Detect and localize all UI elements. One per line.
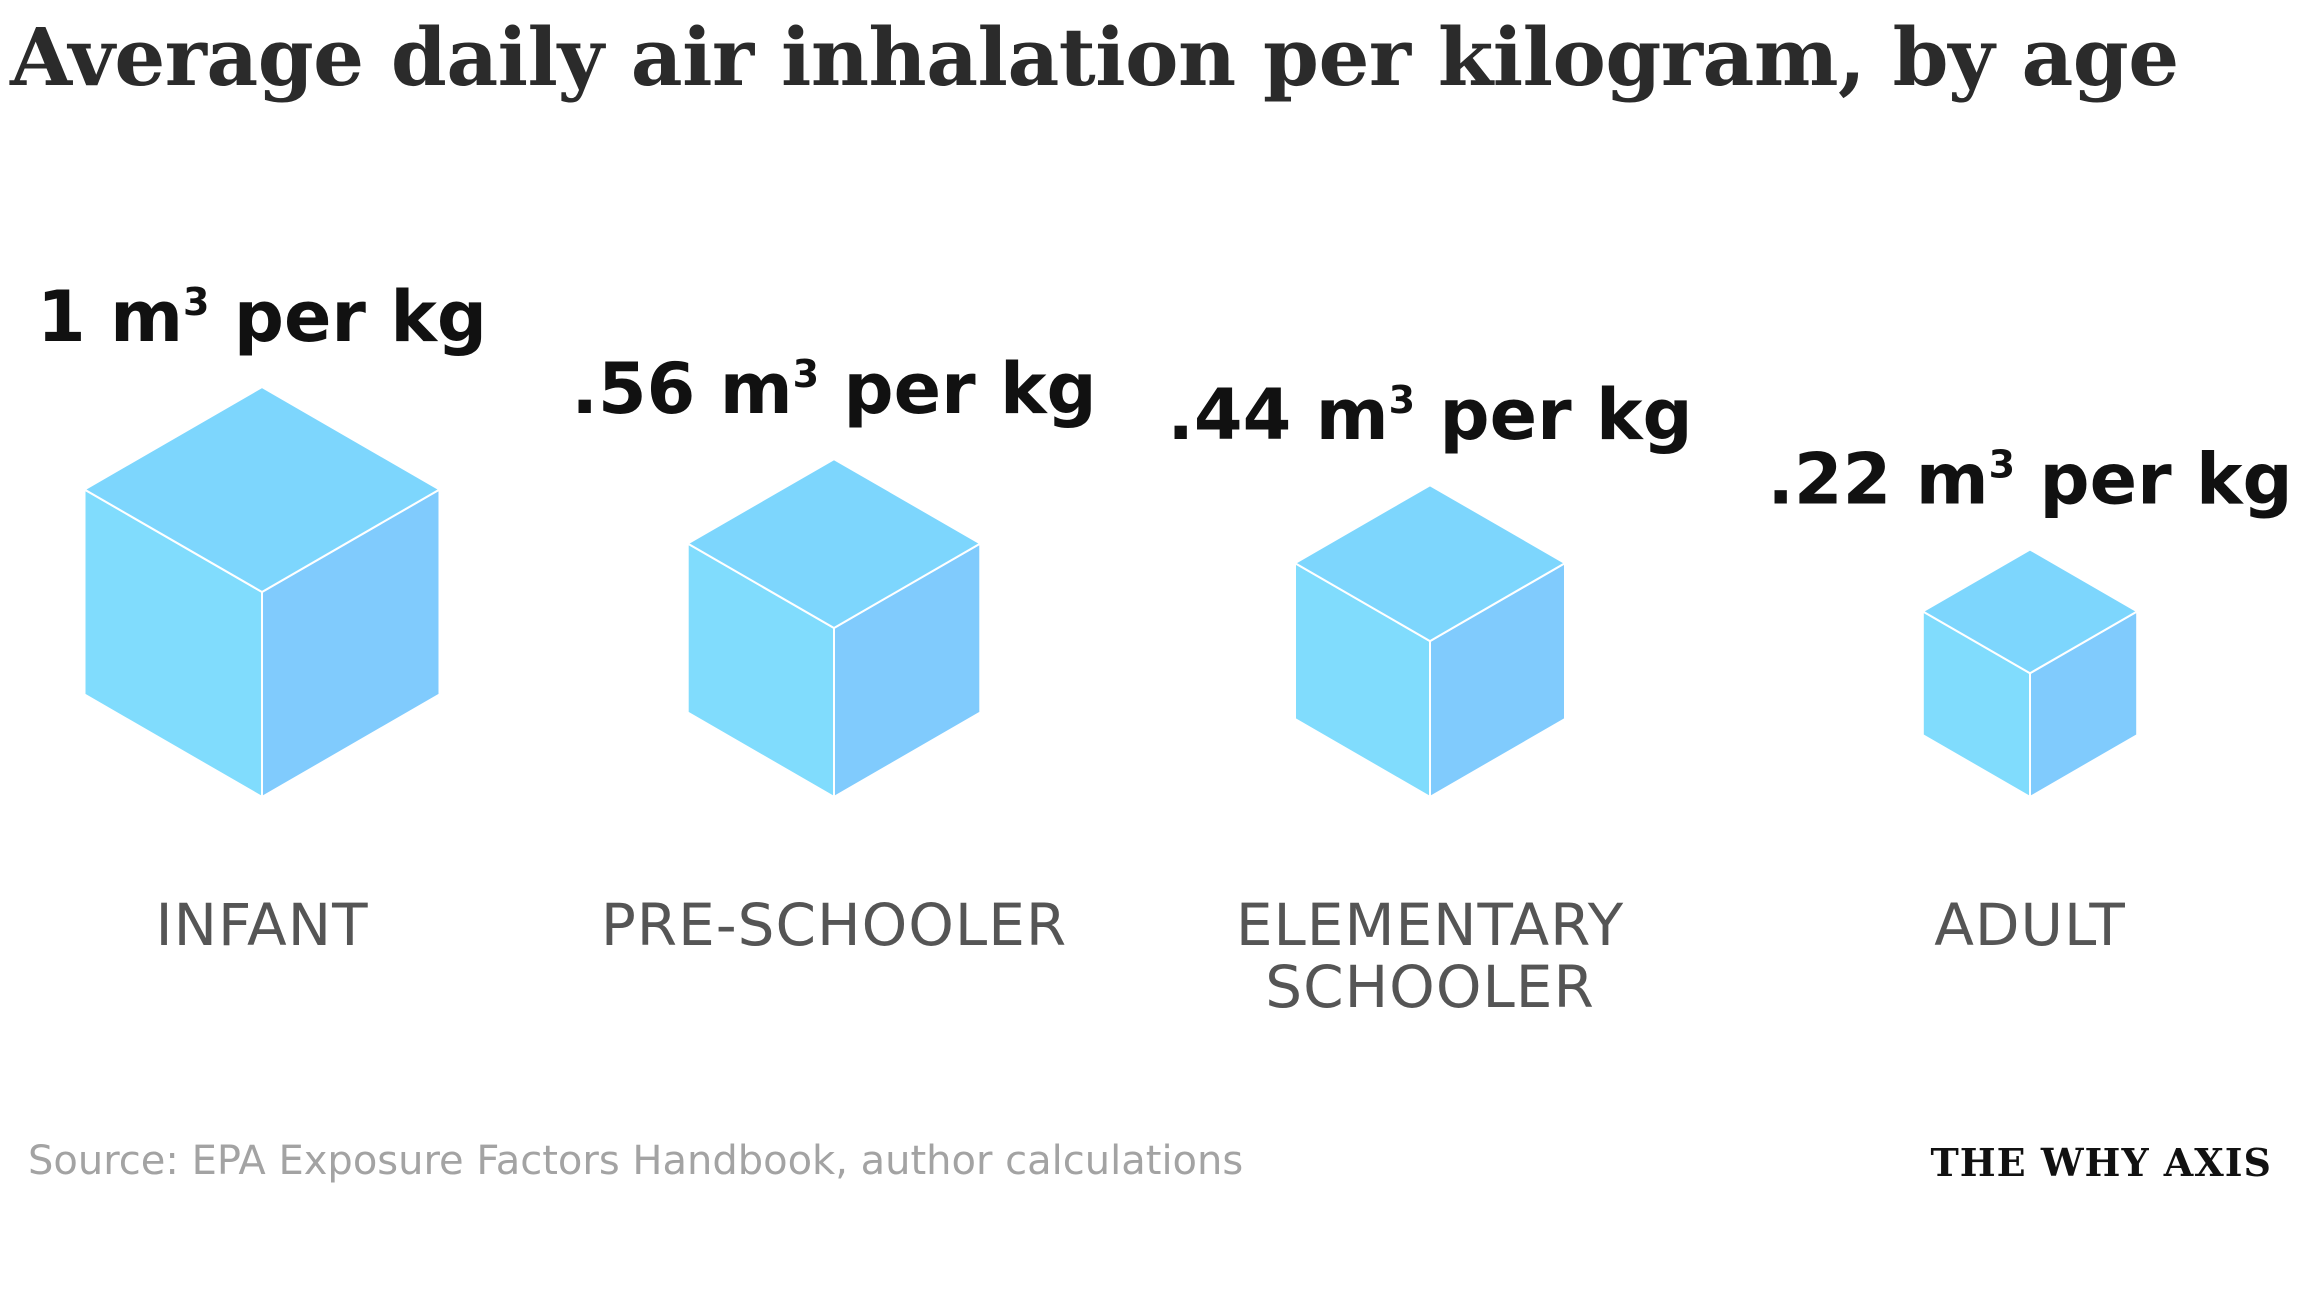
value-label: .22 m3 per kg (1767, 438, 2292, 520)
cube-top-face (1920, 548, 2140, 675)
chart-title: Average daily air inhalation per kilogra… (10, 10, 2179, 104)
value-label: .56 m3 per kg (571, 348, 1096, 430)
cube-top-face (685, 457, 983, 630)
value-label: .44 m3 per kg (1167, 374, 1692, 456)
category-label: INFANT (155, 891, 368, 959)
value-label: 1 m3 per kg (37, 276, 487, 358)
cube-1 (82, 385, 442, 799)
category-label: ADULT (1934, 891, 2126, 959)
category-label: PRE-SCHOOLER (601, 891, 1067, 959)
brand-logo: THE WHY AXIS (1930, 1140, 2272, 1185)
cube-top-face (1293, 484, 1567, 643)
cube-2 (685, 457, 983, 799)
cube-4 (1920, 548, 2140, 799)
category-label: ELEMENTARY SCHOOLER (1236, 891, 1624, 1021)
cube-top-face (82, 385, 442, 594)
source-note: Source: EPA Exposure Factors Handbook, a… (28, 1138, 1244, 1184)
cube-3 (1293, 484, 1567, 799)
